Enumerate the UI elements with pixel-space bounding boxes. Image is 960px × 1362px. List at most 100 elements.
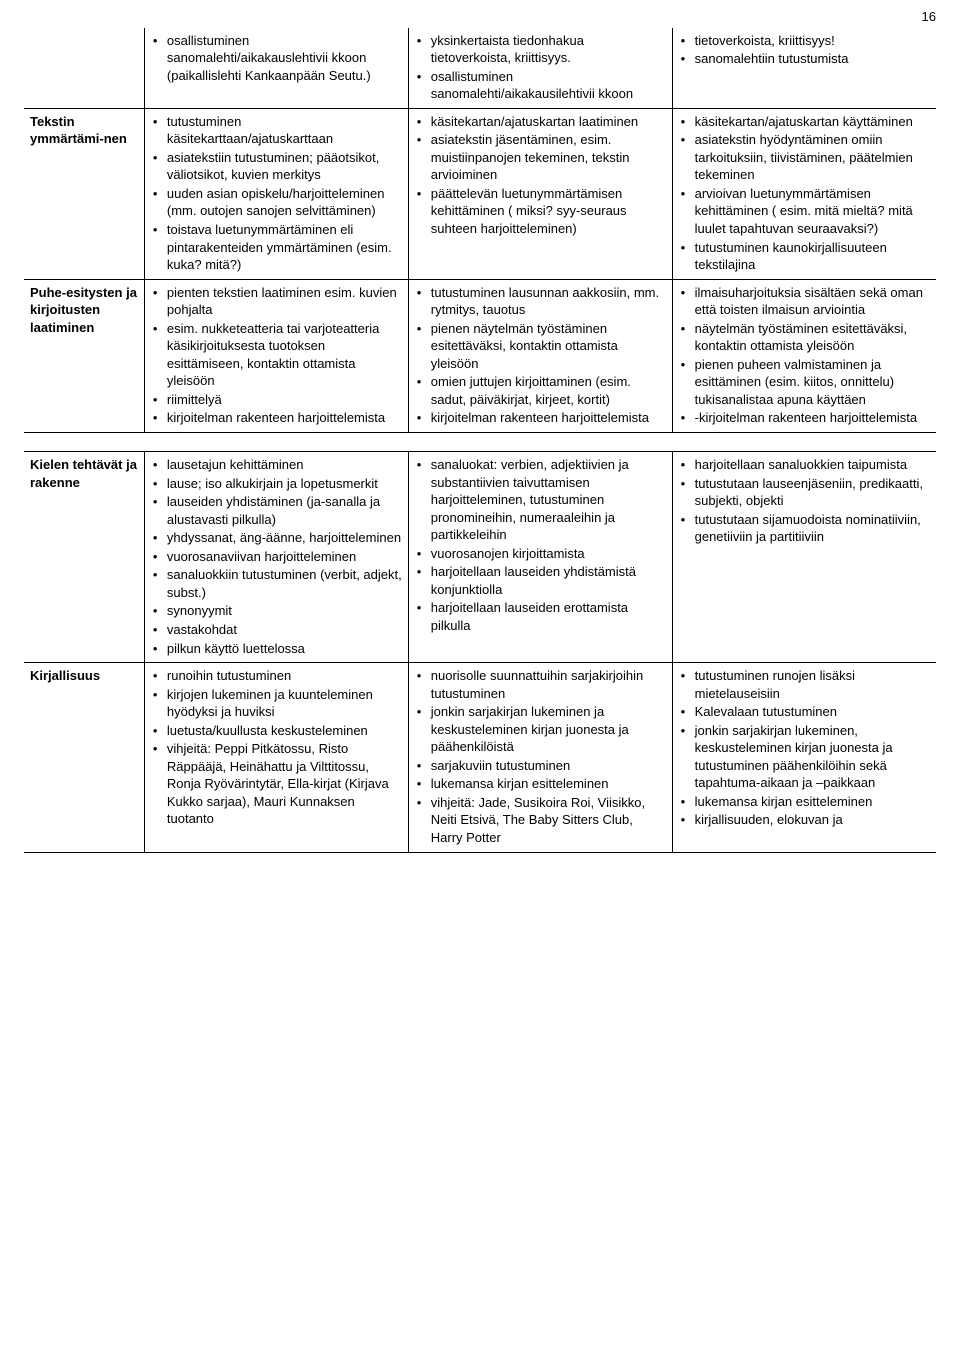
list-item: harjoitellaan lauseiden erottamista pilk… (415, 599, 666, 634)
table-cell: harjoitellaan sanaluokkien taipumistatut… (672, 452, 936, 663)
table-cell: käsitekartan/ajatuskartan käyttäminenasi… (672, 108, 936, 279)
list-item: tutustuminen käsitekarttaan/ajatuskartta… (151, 113, 402, 148)
table-cell: tutustuminen runojen lisäksi mietelausei… (672, 663, 936, 852)
list-item: sanaluokat: verbien, adjektiivien ja sub… (415, 456, 666, 544)
bullet-list: käsitekartan/ajatuskartan käyttäminenasi… (679, 113, 930, 274)
list-item: sanaluokkiin tutustuminen (verbit, adjek… (151, 566, 402, 601)
row-header: Tekstin ymmärtämi-nen (24, 108, 144, 279)
list-item: käsitekartan/ajatuskartan käyttäminen (679, 113, 930, 131)
list-item: omien juttujen kirjoittaminen (esim. sad… (415, 373, 666, 408)
list-item: vihjeitä: Peppi Pitkätossu, Risto Räppää… (151, 740, 402, 828)
list-item: päättelevän luetunymmärtämisen kehittämi… (415, 185, 666, 238)
table-cell: lausetajun kehittäminenlause; iso alkuki… (144, 452, 408, 663)
list-item: asiatekstin hyödyntäminen omiin tarkoitu… (679, 131, 930, 184)
table-cell: yksinkertaista tiedonhakua tietoverkoist… (408, 28, 672, 109)
list-item: näytelmän työstäminen esitettäväksi, kon… (679, 320, 930, 355)
list-item: jonkin sarjakirjan lukeminen, keskustele… (679, 722, 930, 792)
bullet-list: tutustuminen lausunnan aakkosiin, mm. ry… (415, 284, 666, 427)
list-item: runoihin tutustuminen (151, 667, 402, 685)
list-item: luetusta/kuullusta keskusteleminen (151, 722, 402, 740)
bullet-list: käsitekartan/ajatuskartan laatiminenasia… (415, 113, 666, 238)
list-item: osallistuminen sanomalehti/aikakausileht… (415, 68, 666, 103)
row-header (24, 28, 144, 109)
table-cell: pienten tekstien laatiminen esim. kuvien… (144, 279, 408, 432)
list-item: harjoitellaan lauseiden yhdistämistä kon… (415, 563, 666, 598)
table-cell: käsitekartan/ajatuskartan laatiminenasia… (408, 108, 672, 279)
list-item: yksinkertaista tiedonhakua tietoverkoist… (415, 32, 666, 67)
list-item: osallistuminen sanomalehti/aikakauslehti… (151, 32, 402, 85)
list-item: jonkin sarjakirjan lukeminen ja keskuste… (415, 703, 666, 756)
list-item: pienen puheen valmistaminen ja esittämin… (679, 356, 930, 409)
row-header: Puhe-esitysten ja kirjoitusten laatimine… (24, 279, 144, 432)
table-cell: ilmaisuharjoituksia sisältäen sekä oman … (672, 279, 936, 432)
bullet-list: sanaluokat: verbien, adjektiivien ja sub… (415, 456, 666, 634)
table-cell: tietoverkoista, kriittisyys!sanomalehtii… (672, 28, 936, 109)
bullet-list: nuorisolle suunnattuihin sarjakirjoihin … (415, 667, 666, 846)
list-item: sarjakuviin tutustuminen (415, 757, 666, 775)
list-item: vuorosanaviivan harjoitteleminen (151, 548, 402, 566)
row-header: Kielen tehtävät ja rakenne (24, 452, 144, 663)
bullet-list: ilmaisuharjoituksia sisältäen sekä oman … (679, 284, 930, 427)
table-cell: osallistuminen sanomalehti/aikakauslehti… (144, 28, 408, 109)
list-item: tutustuminen runojen lisäksi mietelausei… (679, 667, 930, 702)
list-item: arvioivan luetunymmärtämisen kehittämine… (679, 185, 930, 238)
list-item: esim. nukketeatteria tai varjoteatteria … (151, 320, 402, 390)
bullet-list: osallistuminen sanomalehti/aikakauslehti… (151, 32, 402, 85)
list-item: pienten tekstien laatiminen esim. kuvien… (151, 284, 402, 319)
list-item: tietoverkoista, kriittisyys! (679, 32, 930, 50)
list-item: kirjoitelman rakenteen harjoittelemista (151, 409, 402, 427)
bullet-list: runoihin tutustuminenkirjojen lukeminen … (151, 667, 402, 828)
list-item: lukemansa kirjan esitteleminen (415, 775, 666, 793)
list-item: uuden asian opiskelu/harjoitteleminen (m… (151, 185, 402, 220)
list-item: vuorosanojen kirjoittamista (415, 545, 666, 563)
list-item: synonyymit (151, 602, 402, 620)
table-cell: sanaluokat: verbien, adjektiivien ja sub… (408, 452, 672, 663)
list-item: Kalevalaan tutustuminen (679, 703, 930, 721)
table-2: Kielen tehtävät ja rakennelausetajun keh… (24, 451, 936, 852)
table-row: Puhe-esitysten ja kirjoitusten laatimine… (24, 279, 936, 432)
page-number: 16 (24, 8, 936, 26)
bullet-list: tutustuminen käsitekarttaan/ajatuskartta… (151, 113, 402, 274)
list-item: yhdyssanat, äng-äänne, harjoitteleminen (151, 529, 402, 547)
bullet-list: tietoverkoista, kriittisyys!sanomalehtii… (679, 32, 930, 68)
table-cell: tutustuminen käsitekarttaan/ajatuskartta… (144, 108, 408, 279)
bullet-list: harjoitellaan sanaluokkien taipumistatut… (679, 456, 930, 546)
list-item: riimittelyä (151, 391, 402, 409)
list-item: toistava luetunymmärtäminen eli pintarak… (151, 221, 402, 274)
table-1: osallistuminen sanomalehti/aikakauslehti… (24, 28, 936, 433)
table-cell: runoihin tutustuminenkirjojen lukeminen … (144, 663, 408, 852)
list-item: pilkun käyttö luettelossa (151, 640, 402, 658)
list-item: lausetajun kehittäminen (151, 456, 402, 474)
table-row: Tekstin ymmärtämi-nentutustuminen käsite… (24, 108, 936, 279)
list-item: sanomalehtiin tutustumista (679, 50, 930, 68)
list-item: kirjallisuuden, elokuvan ja (679, 811, 930, 829)
list-item: ilmaisuharjoituksia sisältäen sekä oman … (679, 284, 930, 319)
table-cell: tutustuminen lausunnan aakkosiin, mm. ry… (408, 279, 672, 432)
table-row: Kirjallisuusrunoihin tutustuminenkirjoje… (24, 663, 936, 852)
bullet-list: lausetajun kehittäminenlause; iso alkuki… (151, 456, 402, 657)
table-cell: nuorisolle suunnattuihin sarjakirjoihin … (408, 663, 672, 852)
list-item: tutustutaan lauseenjäseniin, predikaatti… (679, 475, 930, 510)
list-item: lukemansa kirjan esitteleminen (679, 793, 930, 811)
list-item: asiatekstiin tutustuminen; pääotsikot, v… (151, 149, 402, 184)
row-header: Kirjallisuus (24, 663, 144, 852)
bullet-list: yksinkertaista tiedonhakua tietoverkoist… (415, 32, 666, 103)
list-item: -kirjoitelman rakenteen harjoittelemista (679, 409, 930, 427)
list-item: kirjoitelman rakenteen harjoittelemista (415, 409, 666, 427)
bullet-list: tutustuminen runojen lisäksi mietelausei… (679, 667, 930, 829)
list-item: lause; iso alkukirjain ja lopetusmerkit (151, 475, 402, 493)
list-item: vihjeitä: Jade, Susikoira Roi, Viisikko,… (415, 794, 666, 847)
list-item: tutustuminen lausunnan aakkosiin, mm. ry… (415, 284, 666, 319)
list-item: kirjojen lukeminen ja kuunteleminen hyöd… (151, 686, 402, 721)
list-item: asiatekstin jäsentäminen, esim. muistiin… (415, 131, 666, 184)
list-item: pienen näytelmän työstäminen esitettäväk… (415, 320, 666, 373)
list-item: vastakohdat (151, 621, 402, 639)
table-row: Kielen tehtävät ja rakennelausetajun keh… (24, 452, 936, 663)
list-item: tutustutaan sijamuodoista nominatiiviin,… (679, 511, 930, 546)
list-item: lauseiden yhdistäminen (ja-sanalla ja al… (151, 493, 402, 528)
bullet-list: pienten tekstien laatiminen esim. kuvien… (151, 284, 402, 427)
list-item: nuorisolle suunnattuihin sarjakirjoihin … (415, 667, 666, 702)
list-item: käsitekartan/ajatuskartan laatiminen (415, 113, 666, 131)
list-item: harjoitellaan sanaluokkien taipumista (679, 456, 930, 474)
list-item: tutustuminen kaunokirjallisuuteen teksti… (679, 239, 930, 274)
